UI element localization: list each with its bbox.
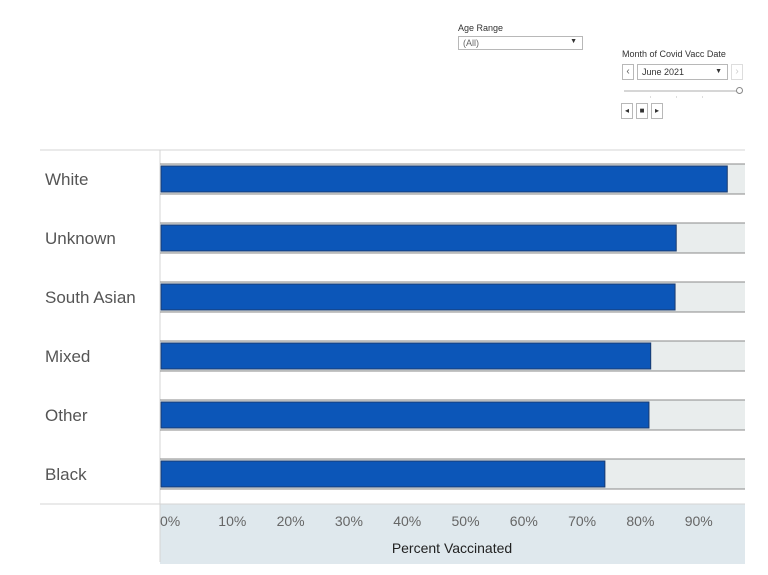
chevron-down-icon: ▼ <box>570 38 577 45</box>
step-back-button[interactable]: ◂ <box>621 103 633 119</box>
category-label: Unknown <box>45 229 116 248</box>
month-dropdown[interactable]: June 2021 ▼ <box>637 64 728 80</box>
x-tick-label: 30% <box>335 513 363 529</box>
bar <box>160 342 652 370</box>
bar <box>160 283 676 311</box>
month-value: June 2021 <box>642 67 685 77</box>
x-tick-label: 0% <box>160 513 180 529</box>
month-slider-track[interactable] <box>624 90 738 92</box>
month-label: Month of Covid Vacc Date <box>622 49 726 59</box>
category-label: White <box>45 170 88 189</box>
bar <box>160 401 650 429</box>
category-label: South Asian <box>45 288 136 307</box>
x-tick-label: 60% <box>510 513 538 529</box>
age-range-value: (All) <box>463 38 479 48</box>
x-tick-label: 10% <box>218 513 246 529</box>
category-label: Other <box>45 406 88 425</box>
x-tick-label: 70% <box>568 513 596 529</box>
axis-band <box>160 504 745 564</box>
x-tick-label: 40% <box>393 513 421 529</box>
step-forward-button[interactable]: ▸ <box>651 103 663 119</box>
x-tick-label: 50% <box>452 513 480 529</box>
slider-tick <box>702 96 703 98</box>
category-label: Black <box>45 465 87 484</box>
age-range-dropdown[interactable]: (All) ▼ <box>458 36 583 50</box>
bar <box>160 165 728 193</box>
next-month-button[interactable]: › <box>731 64 743 80</box>
age-range-label: Age Range <box>458 23 504 33</box>
slider-tick <box>676 96 677 98</box>
stop-button[interactable]: ■ <box>636 103 648 119</box>
previous-month-button[interactable]: ‹ <box>622 64 634 80</box>
chevron-down-icon: ▼ <box>715 68 722 75</box>
bar <box>160 460 606 488</box>
x-tick-label: 80% <box>626 513 654 529</box>
x-tick-label: 20% <box>277 513 305 529</box>
x-axis-title: Percent Vaccinated <box>392 540 512 556</box>
bar <box>160 224 677 252</box>
slider-tick <box>650 96 651 98</box>
month-slider-handle[interactable] <box>736 87 743 94</box>
x-tick-label: 90% <box>685 513 713 529</box>
category-label: Mixed <box>45 347 90 366</box>
